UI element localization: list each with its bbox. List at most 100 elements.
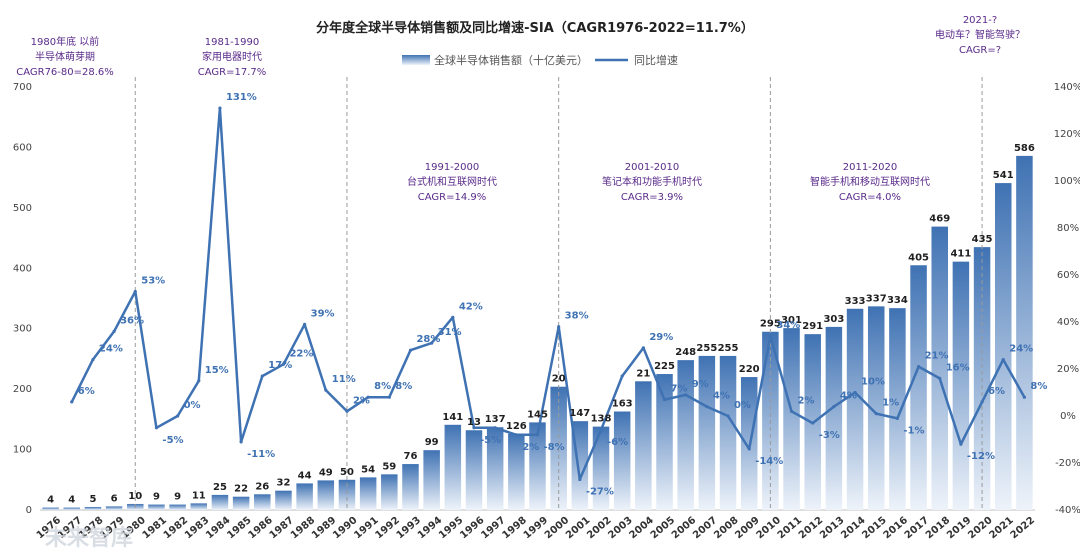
growth-value-label: 0% <box>184 400 201 411</box>
bar-value-label: 248 <box>675 347 696 358</box>
growth-point <box>641 346 645 350</box>
growth-point <box>684 393 688 397</box>
bar-value-label: 5 <box>89 494 96 505</box>
bar <box>296 483 313 510</box>
bar <box>42 507 59 510</box>
growth-point <box>366 395 370 399</box>
growth-value-label: 24% <box>1009 344 1033 355</box>
growth-point <box>578 477 582 482</box>
era-label-line: CAGR=? <box>959 45 1001 56</box>
era-label-line: 2001-2010 <box>625 162 680 173</box>
growth-point <box>218 106 222 110</box>
bar-value-label: 163 <box>612 399 633 410</box>
era-label-line: 电动车？智能驾驶？ <box>935 28 1025 41</box>
growth-point <box>557 325 561 329</box>
growth-value-label: 36% <box>120 315 144 326</box>
bar <box>338 479 356 510</box>
growth-point <box>514 433 518 437</box>
bar-value-label: 295 <box>760 319 781 330</box>
growth-point <box>662 397 667 402</box>
bar <box>783 328 800 510</box>
era-label-line: 智能手机和移动互联网时代 <box>810 175 930 188</box>
right-tick-label: -20% <box>1055 458 1080 469</box>
bar-value-label: 337 <box>866 293 887 304</box>
legend: 全球半导体销售额（十亿美元） 同比增速 <box>402 53 678 67</box>
bar-value-label: 49 <box>319 467 333 478</box>
bar <box>254 494 271 510</box>
growth-point <box>705 405 709 409</box>
bar-value-label: 303 <box>823 314 844 325</box>
growth-point <box>853 390 857 395</box>
growth-point <box>726 414 730 418</box>
left-tick-label: 0 <box>26 505 32 516</box>
bar-value-label: 225 <box>654 361 675 372</box>
left-tick-label: 300 <box>13 324 32 335</box>
bar-value-label: 10 <box>128 491 142 502</box>
growth-value-label: 34% <box>776 320 800 331</box>
bar <box>613 411 631 510</box>
bar <box>423 450 440 510</box>
growth-point <box>916 365 921 369</box>
left-tick-label: 700 <box>13 82 32 93</box>
growth-point <box>387 395 391 399</box>
bar-value-label: 541 <box>993 170 1014 181</box>
growth-point <box>451 315 455 319</box>
growth-value-label: 131% <box>226 92 257 103</box>
bar <box>105 506 123 510</box>
growth-value-label: 53% <box>141 275 165 286</box>
growth-point <box>176 414 180 418</box>
left-tick-label: 500 <box>13 203 32 214</box>
growth-value-label: 39% <box>311 308 335 319</box>
growth-value-label: 22% <box>289 348 313 359</box>
bar <box>381 474 398 510</box>
growth-value-label: -11% <box>247 449 275 460</box>
growth-value-label: 2% <box>798 395 815 406</box>
growth-value-label: 7% <box>671 384 688 395</box>
bar <box>84 506 102 510</box>
bar <box>402 464 419 510</box>
growth-point <box>535 433 540 437</box>
bar-value-label: 147 <box>569 408 590 419</box>
bar <box>444 424 462 510</box>
era-label-line: 家用电器时代 <box>202 50 262 63</box>
bar <box>359 477 377 510</box>
bar-value-label: 4 <box>47 495 54 506</box>
growth-value-label: 8% <box>1030 381 1047 392</box>
bar-value-label: 333 <box>845 296 866 307</box>
legend-bar-label: 全球半导体销售额（十亿美元） <box>434 53 588 67</box>
growth-value-label: 28% <box>416 334 440 345</box>
growth-point <box>493 426 497 430</box>
growth-value-label: 11% <box>332 374 356 385</box>
growth-point <box>599 428 603 432</box>
bar <box>719 355 737 510</box>
left-tick-label: 400 <box>13 263 32 274</box>
bar <box>867 306 885 510</box>
bar-value-label: 255 <box>718 343 739 354</box>
era-label-line: 1981-1990 <box>205 37 260 48</box>
bar-value-label: 138 <box>591 414 612 425</box>
growth-value-label: -1% <box>903 425 924 436</box>
bar <box>275 490 292 510</box>
bar-value-label: 291 <box>802 321 823 332</box>
bar-value-label: 9 <box>174 492 181 503</box>
bar-value-label: 20 <box>552 374 566 385</box>
era-label-line: 半导体萌芽期 <box>35 50 95 63</box>
era-label-line: CAGR=14.9% <box>418 192 487 203</box>
bar <box>465 430 483 510</box>
right-tick-label: 40% <box>1057 317 1079 328</box>
bar <box>592 426 610 510</box>
growth-value-label: 42% <box>459 301 483 312</box>
bar-value-label: 76 <box>404 451 418 462</box>
growth-value-label: 31% <box>438 327 462 338</box>
bar <box>994 183 1012 510</box>
bar <box>889 308 906 510</box>
growth-value-label: 21% <box>925 351 949 362</box>
growth-value-label: 16% <box>946 362 970 373</box>
bar-value-label: 220 <box>739 364 760 375</box>
bar-value-label: 405 <box>908 252 929 263</box>
growth-point <box>260 374 264 378</box>
right-tick-label: 0% <box>1060 411 1076 422</box>
growth-point <box>832 405 836 409</box>
